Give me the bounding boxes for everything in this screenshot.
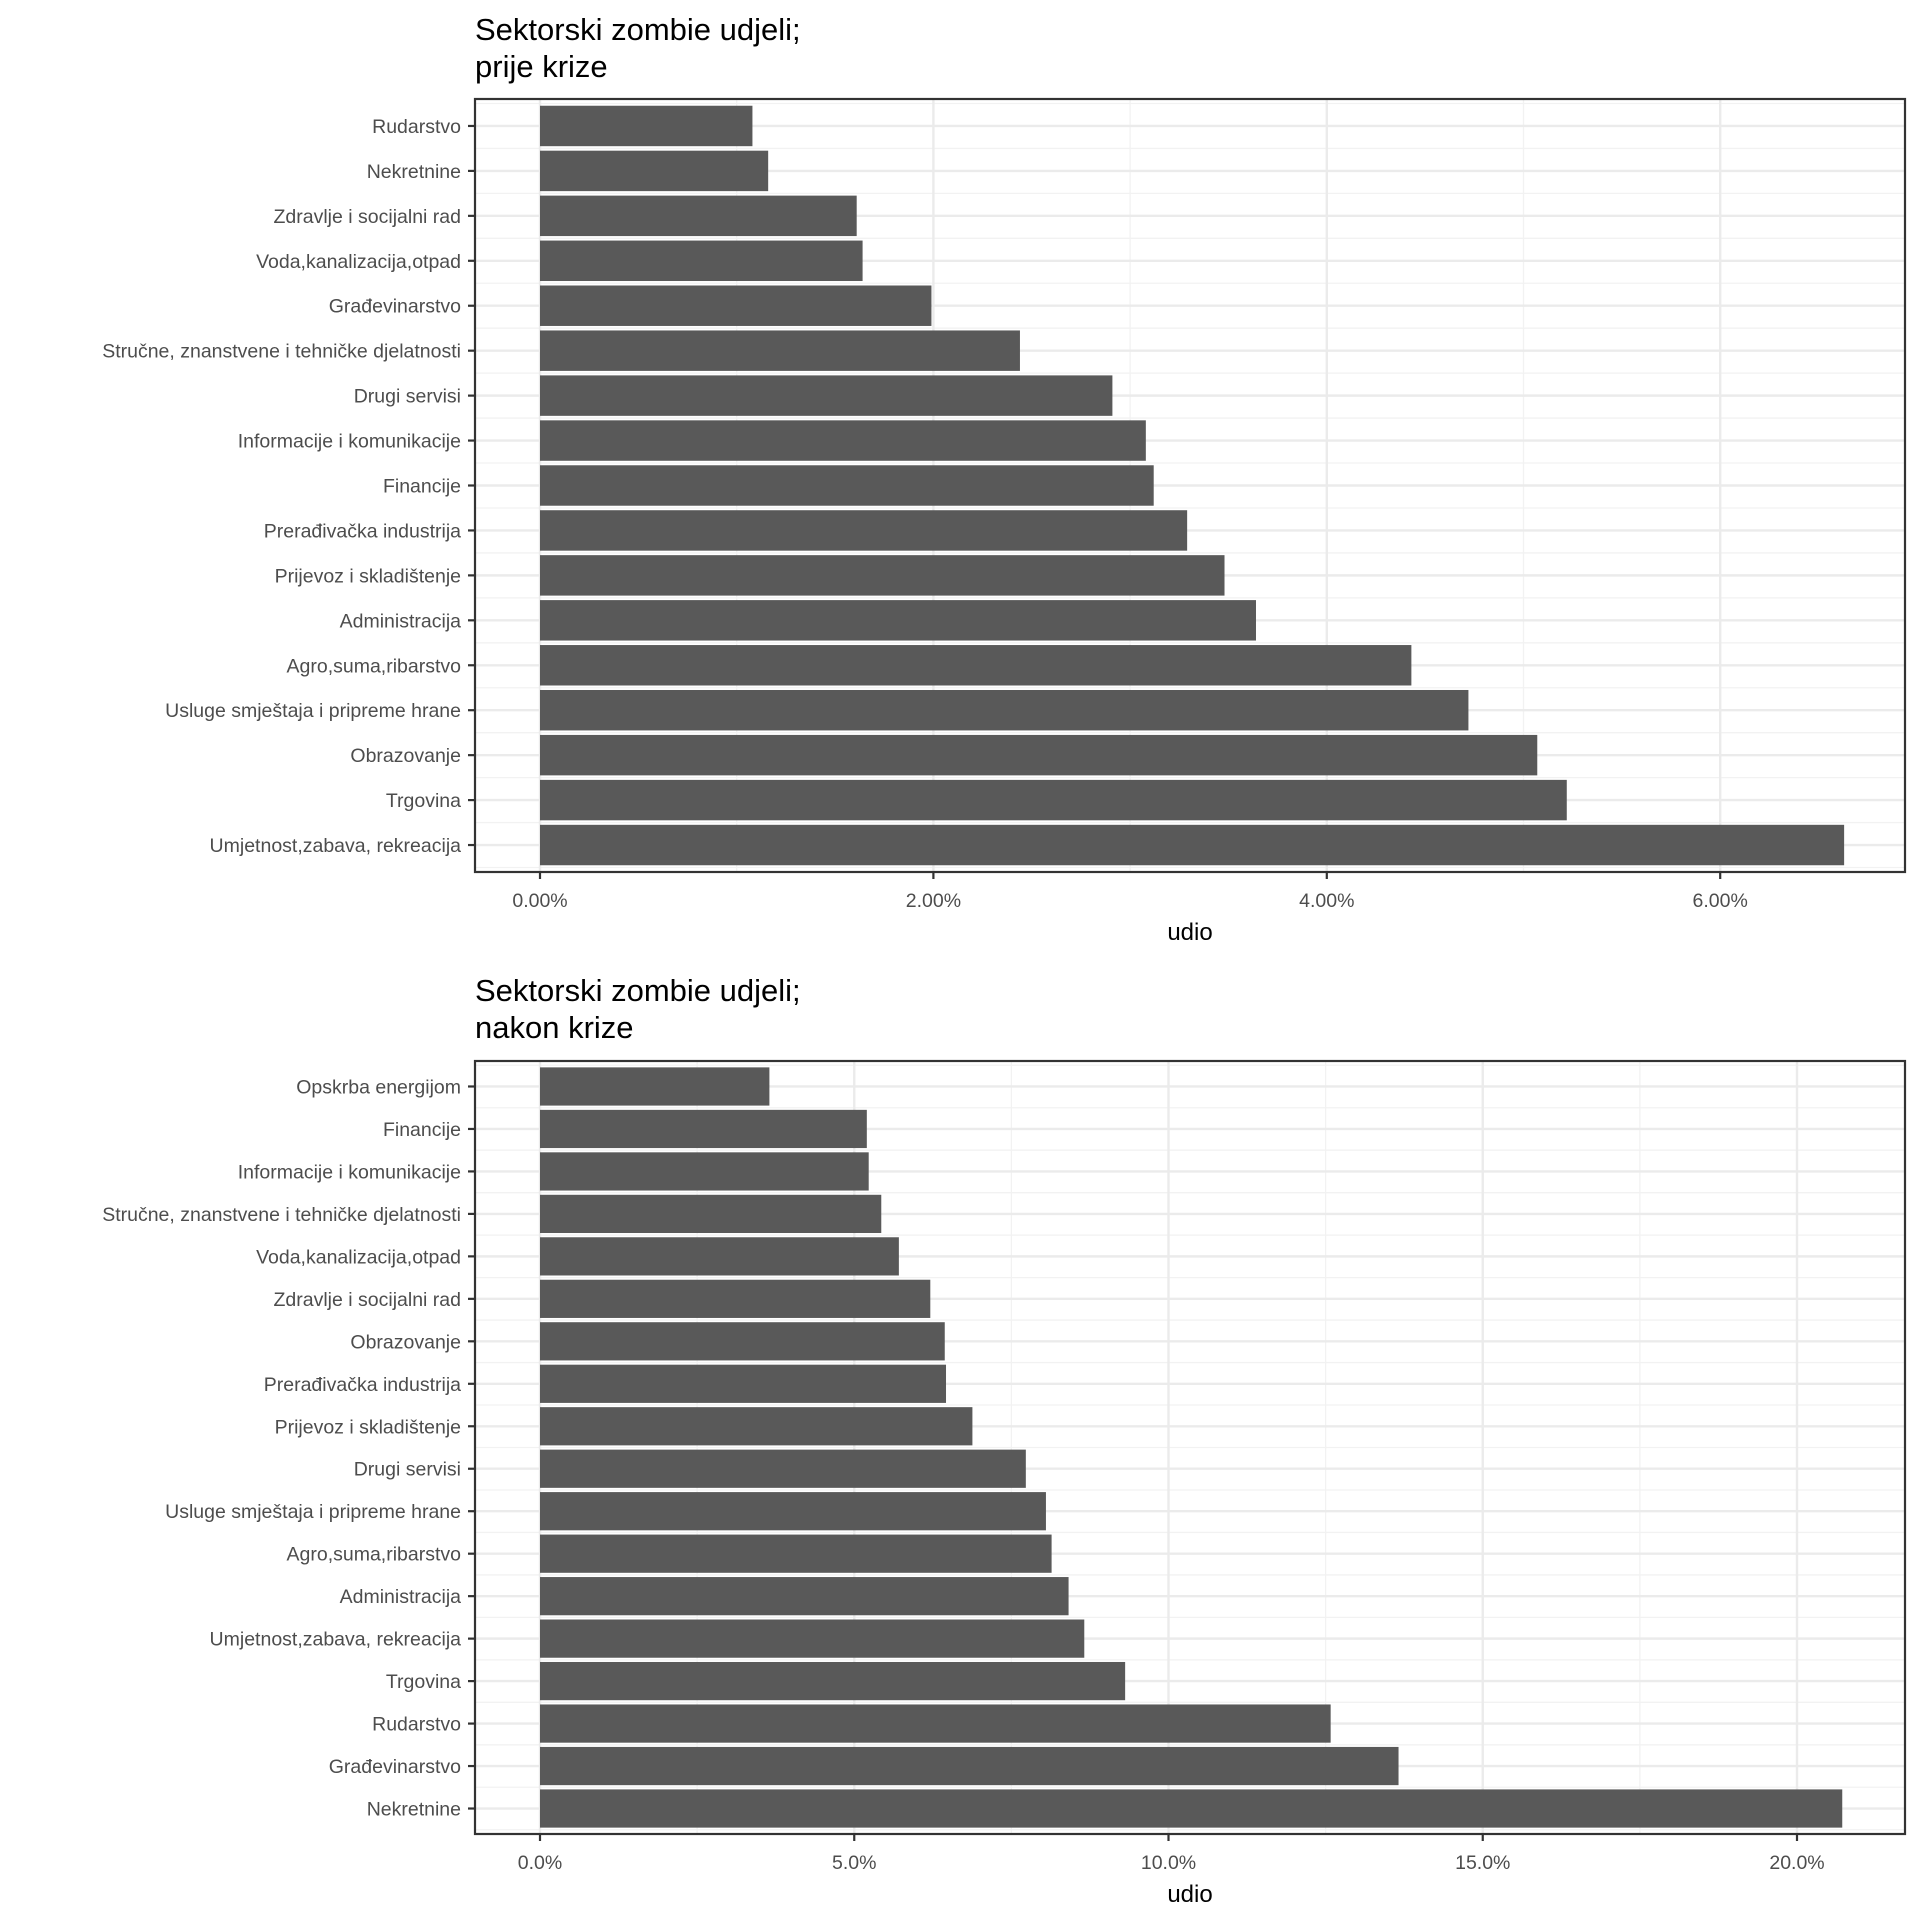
panel-border [473, 1059, 1907, 1836]
y-tick-label: Drugi servisi [354, 386, 461, 408]
bar [540, 1661, 1126, 1701]
x-axis: 0.00% 2.00% 4.00% 6.00% [512, 872, 1748, 912]
y-tick-label: Građevinarstvo [329, 1756, 461, 1778]
bar [540, 375, 1113, 416]
y-tick-label: Umjetnost,zabava, rekreacija [210, 835, 462, 857]
bar [540, 1492, 1046, 1531]
y-tick-label: Agro,suma,ribarstvo [287, 1544, 462, 1566]
x-tick-label: 5.0% [832, 1852, 876, 1874]
y-tick-label: Voda,kanalizacija,otpad [256, 251, 461, 273]
panel-border [473, 97, 1907, 874]
y-tick-label: Informacije i komunikacije [238, 431, 461, 453]
y-tick-label: Trgovina [386, 1671, 461, 1693]
y-tick-label: Stručne, znanstvene i tehničke djelatnos… [102, 1204, 461, 1226]
y-axis: Rudarstvo Nekretnine Zdravlje i socijalni … [102, 116, 475, 857]
y-tick-label: Prerađivačka industrija [264, 520, 461, 542]
y-tick-label: Stručne, znanstvene i tehničke djelatnos… [102, 341, 461, 363]
y-tick-label: Obrazovanje [350, 1331, 461, 1353]
bar [540, 734, 1538, 776]
x-axis: 0.0% 5.0% 10.0% 15.0% 20.0% [518, 1834, 1825, 1874]
chart-title-line-1: Sektorski zombie udjeli; [475, 12, 801, 47]
bars [540, 1067, 1843, 1828]
x-tick-label: 15.0% [1455, 1852, 1510, 1874]
bars [540, 105, 1845, 866]
y-tick-label: Obrazovanje [350, 745, 461, 767]
x-tick-label: 2.00% [906, 890, 961, 912]
y-tick-label: Voda,kanalizacija,otpad [256, 1246, 461, 1268]
bar [540, 1237, 899, 1276]
bar [540, 1364, 947, 1403]
y-tick-label: Nekretnine [367, 1799, 461, 1821]
x-tick-label: 0.0% [518, 1852, 562, 1874]
bar [540, 1534, 1052, 1573]
y-tick-label: Rudarstvo [372, 1714, 461, 1736]
x-tick-label: 0.00% [512, 890, 567, 912]
y-tick-label: Prerađivačka industrija [264, 1374, 461, 1396]
bar [540, 150, 769, 192]
x-tick-label: 6.00% [1693, 890, 1748, 912]
bar [540, 1746, 1399, 1786]
bar [540, 555, 1225, 596]
y-tick-label: Prijevoz i skladištenje [275, 565, 461, 587]
y-tick-label: Usluge smještaja i pripreme hrane [165, 700, 461, 722]
bar [540, 195, 857, 237]
y-tick-label: Prijevoz i skladištenje [275, 1416, 461, 1438]
y-tick-label: Rudarstvo [372, 116, 461, 138]
bar [540, 689, 1469, 731]
y-tick-label: Administracija [340, 610, 462, 632]
y-tick-label: Financije [383, 476, 461, 498]
x-axis-title: udio [1167, 1881, 1212, 1908]
x-tick-label: 20.0% [1769, 1852, 1824, 1874]
bar [540, 1577, 1069, 1616]
chart-title-line-2: prije krize [475, 49, 608, 84]
bar [540, 240, 863, 282]
y-tick-label: Opskrba energijom [296, 1076, 461, 1098]
bar [540, 105, 753, 147]
chart-before-crisis: Sektorski zombie udjeli; prije krize Rud… [102, 12, 1907, 946]
y-tick-label: Trgovina [386, 790, 461, 812]
x-axis-title: udio [1167, 919, 1212, 946]
bar [540, 285, 932, 326]
y-axis: Opskrba energijom Financije Informacije i … [102, 1076, 475, 1821]
bar [540, 1067, 770, 1106]
y-tick-label: Agro,suma,ribarstvo [287, 655, 462, 677]
bar [540, 330, 1020, 371]
x-tick-label: 4.00% [1299, 890, 1354, 912]
bar [540, 1407, 973, 1446]
bar [540, 465, 1154, 506]
y-tick-label: Drugi servisi [354, 1459, 461, 1481]
bar [540, 510, 1188, 551]
bar [540, 1322, 945, 1361]
bar [540, 1152, 869, 1191]
chart-title-line-1: Sektorski zombie udjeli; [475, 973, 801, 1008]
bar [540, 1279, 931, 1318]
bar [540, 420, 1146, 461]
y-tick-label: Građevinarstvo [329, 296, 461, 318]
y-tick-label: Administracija [340, 1586, 462, 1608]
chart-title-line-2: nakon krize [475, 1010, 634, 1045]
chart-after-crisis: Sektorski zombie udjeli; nakon krize Ops… [102, 973, 1907, 1908]
bar [540, 1109, 867, 1149]
x-tick-label: 10.0% [1141, 1852, 1196, 1874]
y-tick-label: Zdravlje i socijalni rad [274, 1289, 462, 1311]
y-tick-label: Usluge smještaja i pripreme hrane [165, 1501, 461, 1523]
y-tick-label: Zdravlje i socijalni rad [274, 206, 462, 228]
bar [540, 600, 1256, 641]
bar [540, 1449, 1026, 1488]
y-tick-label: Umjetnost,zabava, rekreacija [210, 1629, 462, 1651]
bar [540, 824, 1845, 866]
y-tick-label: Informacije i komunikacije [238, 1161, 461, 1183]
bar [540, 1704, 1331, 1743]
bar [540, 645, 1412, 686]
bar [540, 1789, 1843, 1828]
y-tick-label: Financije [383, 1119, 461, 1141]
bar [540, 1619, 1085, 1658]
y-tick-label: Nekretnine [367, 161, 461, 183]
bar [540, 779, 1567, 821]
bar [540, 1194, 882, 1234]
